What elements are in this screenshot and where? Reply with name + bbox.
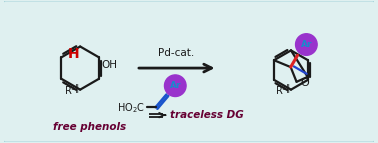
- Text: O: O: [301, 78, 309, 88]
- Text: R$^1$: R$^1$: [64, 83, 76, 97]
- Text: ‖: ‖: [286, 84, 290, 93]
- Text: OH: OH: [102, 60, 118, 70]
- Text: ‖: ‖: [75, 84, 79, 93]
- Text: HO$_2$C: HO$_2$C: [117, 101, 145, 115]
- Text: Pd-cat.: Pd-cat.: [158, 48, 194, 58]
- Text: traceless DG: traceless DG: [170, 110, 244, 120]
- Text: H: H: [67, 47, 79, 61]
- Text: free phenols: free phenols: [53, 122, 126, 132]
- FancyBboxPatch shape: [3, 0, 375, 143]
- Text: Ar: Ar: [169, 81, 181, 90]
- Text: Ar: Ar: [301, 40, 312, 49]
- Circle shape: [296, 34, 317, 55]
- Text: R$^1$: R$^1$: [274, 83, 287, 97]
- Circle shape: [164, 75, 186, 97]
